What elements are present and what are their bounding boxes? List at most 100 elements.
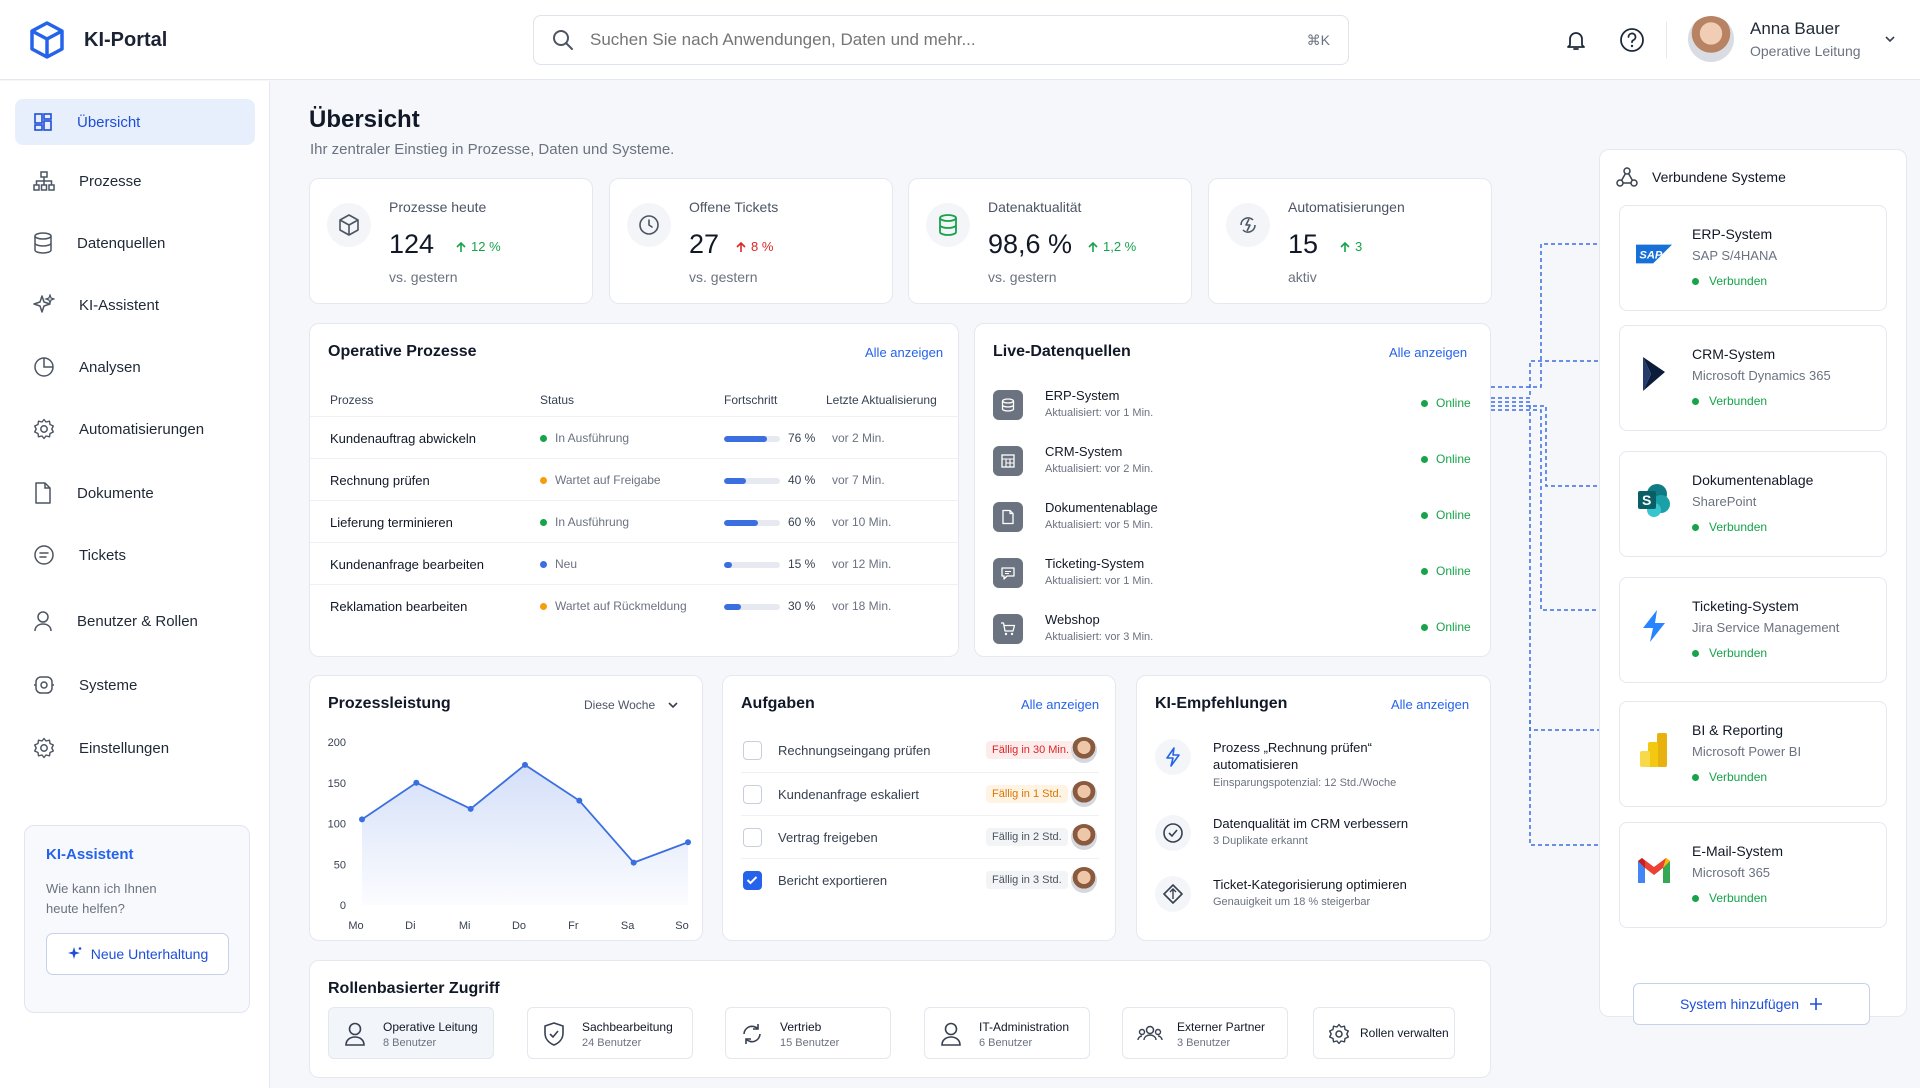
kpi-card-processes[interactable]: Prozesse heute 124 12 % vs. gestern — [309, 178, 593, 304]
datasource-row[interactable]: Ticketing-System Aktualisiert: vor 1 Min… — [993, 554, 1473, 604]
help-button[interactable] — [1617, 25, 1647, 55]
table-row[interactable]: Rechnung prüfen Wartet auf Freigabe 40 %… — [310, 458, 958, 500]
task-checkbox[interactable] — [743, 828, 762, 847]
sidebar-item-benutzer-rollen[interactable]: Benutzer & Rollen — [15, 598, 255, 644]
kpi-card-automations[interactable]: Automatisierungen 15 3 aktiv — [1208, 178, 1492, 304]
sidebar-item-dokumente[interactable]: Dokumente — [15, 470, 255, 516]
connected-systems-panel: Verbundene Systeme SAP ERP-System SAP S/… — [1599, 149, 1907, 1025]
datasource-name: ERP-System — [1045, 388, 1120, 403]
period-dropdown[interactable]: Diese Woche — [584, 698, 679, 712]
task-checkbox[interactable] — [743, 741, 762, 760]
role-count: 3 Benutzer — [1177, 1037, 1231, 1049]
process-status: Neu — [540, 557, 577, 571]
role-sachbearbeitung[interactable]: Sachbearbeitung 24 Benutzer — [527, 1007, 693, 1059]
app-logo[interactable]: KI-Portal — [28, 20, 167, 60]
progress-fill — [724, 520, 758, 526]
system-card-email[interactable]: E-Mail-System Microsoft 365 Verbunden — [1619, 822, 1887, 928]
status-label: Verbunden — [1709, 394, 1768, 408]
role-name: Operative Leitung — [383, 1020, 478, 1034]
kpi-change: 8 % — [735, 239, 773, 254]
status-label: In Ausführung — [555, 515, 630, 529]
table-row[interactable]: Kundenanfrage bearbeiten Neu 15 % vor 12… — [310, 542, 958, 584]
sidebar-item-uebersicht[interactable]: Übersicht — [15, 99, 255, 145]
datasource-name: Ticketing-System — [1045, 556, 1145, 571]
search-bar[interactable]: ⌘K — [533, 15, 1349, 65]
sidebar-item-tickets[interactable]: Tickets — [15, 532, 255, 578]
task-checkbox[interactable] — [743, 871, 762, 890]
system-status: Verbunden — [1692, 646, 1767, 660]
roles-title: Rollenbasierter Zugriff — [328, 980, 500, 997]
page-title: Übersicht — [309, 106, 420, 133]
tasks-card: Aufgaben Alle anzeigen Rechnungseingang … — [722, 675, 1116, 941]
last-updated: vor 12 Min. — [832, 557, 892, 571]
system-card-erp[interactable]: SAP ERP-System SAP S/4HANA Verbunden — [1619, 205, 1887, 311]
role-it-administration[interactable]: IT-Administration 6 Benutzer — [924, 1007, 1090, 1059]
live-datasources-show-all-link[interactable]: Alle anzeigen — [1389, 345, 1468, 360]
search-input[interactable] — [590, 30, 1307, 50]
assistant-title: KI-Assistent — [46, 846, 134, 863]
kpi-card-data-freshness[interactable]: Datenaktualität 98,6 % 1,2 % vs. gestern — [908, 178, 1192, 304]
datasource-row[interactable]: ERP-System Aktualisiert: vor 1 Min. Onli… — [993, 386, 1473, 436]
sidebar-item-prozesse[interactable]: Prozesse — [15, 158, 255, 204]
process-status: Wartet auf Rückmeldung — [540, 599, 687, 613]
system-status: Verbunden — [1692, 770, 1767, 784]
data-point — [467, 805, 474, 812]
area-fill — [362, 764, 688, 905]
role-name: Vertrieb — [780, 1020, 822, 1034]
system-card-bi[interactable]: BI & Reporting Microsoft Power BI Verbun… — [1619, 701, 1887, 807]
sidebar-item-label: Tickets — [79, 546, 126, 564]
role-externer-partner[interactable]: Externer Partner 3 Benutzer — [1122, 1007, 1288, 1059]
x-tick-label: Mi — [459, 920, 471, 932]
sidebar-item-automatisierungen[interactable]: Automatisierungen — [15, 406, 255, 452]
status-dot — [540, 602, 547, 610]
arrows-icon — [1155, 876, 1191, 912]
user-menu[interactable]: Anna Bauer Operative Leitung — [1688, 16, 1897, 62]
recommendations-show-all-link[interactable]: Alle anzeigen — [1391, 697, 1470, 712]
table-row[interactable]: Reklamation bearbeiten Wartet auf Rückme… — [310, 584, 958, 626]
system-card-crm[interactable]: CRM-System Microsoft Dynamics 365 Verbun… — [1619, 325, 1887, 431]
system-name: E-Mail-System — [1692, 843, 1784, 859]
kpi-label: Datenaktualität — [988, 199, 1082, 215]
role-vertrieb[interactable]: Vertrieb 15 Benutzer — [725, 1007, 891, 1059]
sidebar-item-analysen[interactable]: Analysen — [15, 344, 255, 390]
system-card-ticketing[interactable]: Ticketing-System Jira Service Management… — [1619, 577, 1887, 683]
table-row[interactable]: Kundenauftrag abwickeln In Ausführung 76… — [310, 416, 958, 458]
avatar — [1071, 737, 1097, 763]
assistant-text: Wie kann ich Ihnen heute helfen? — [46, 881, 157, 916]
table-row[interactable]: Lieferung terminieren In Ausführung 60 %… — [310, 500, 958, 542]
processes-card: Operative Prozesse Alle anzeigen Prozess… — [309, 323, 959, 657]
status-label: In Ausführung — [555, 431, 630, 445]
system-status: Verbunden — [1692, 891, 1767, 905]
process-status: In Ausführung — [540, 431, 629, 445]
manage-roles-button[interactable]: Rollen verwalten — [1313, 1007, 1455, 1059]
kpi-value: 124 — [389, 229, 435, 259]
datasource-row[interactable]: CRM-System Aktualisiert: vor 2 Min. Onli… — [993, 442, 1473, 492]
tasks-show-all-link[interactable]: Alle anzeigen — [1021, 697, 1100, 712]
task-checkbox[interactable] — [743, 785, 762, 804]
sidebar-item-datenquellen[interactable]: Datenquellen — [15, 220, 255, 266]
system-card-dokumentenablage[interactable]: S Dokumentenablage SharePoint Verbunden — [1619, 451, 1887, 557]
status-dot — [1421, 399, 1428, 407]
user-icon — [941, 1022, 961, 1046]
datasource-row[interactable]: Webshop Aktualisiert: vor 3 Min. Online — [993, 610, 1473, 660]
automation-icon — [1226, 203, 1270, 247]
user-name: Anna Bauer — [1750, 19, 1840, 38]
role-operative-leitung[interactable]: Operative Leitung 8 Benutzer — [328, 1007, 494, 1059]
kpi-card-tickets[interactable]: Offene Tickets 27 8 % vs. gestern — [609, 178, 893, 304]
arrow-up-icon — [456, 241, 466, 252]
x-tick-label: Mo — [348, 920, 363, 932]
data-point — [413, 779, 420, 786]
sidebar-item-ki-assistent[interactable]: KI-Assistent — [15, 282, 255, 328]
sidebar-item-einstellungen[interactable]: Einstellungen — [15, 725, 255, 771]
sidebar-item-systeme[interactable]: Systeme — [15, 662, 255, 708]
sidebar-item-label: Systeme — [79, 676, 138, 694]
processes-show-all-link[interactable]: Alle anzeigen — [865, 345, 944, 360]
check-icon — [746, 876, 758, 885]
notifications-button[interactable] — [1561, 25, 1591, 55]
add-system-button[interactable]: System hinzufügen — [1633, 983, 1870, 1025]
bell-icon — [1567, 32, 1585, 50]
new-conversation-button[interactable]: Neue Unterhaltung — [46, 933, 229, 975]
datasource-row[interactable]: Dokumentenablage Aktualisiert: vor 5 Min… — [993, 498, 1473, 548]
user-icon — [345, 1022, 365, 1046]
kpi-change: 1,2 % — [1087, 239, 1136, 254]
